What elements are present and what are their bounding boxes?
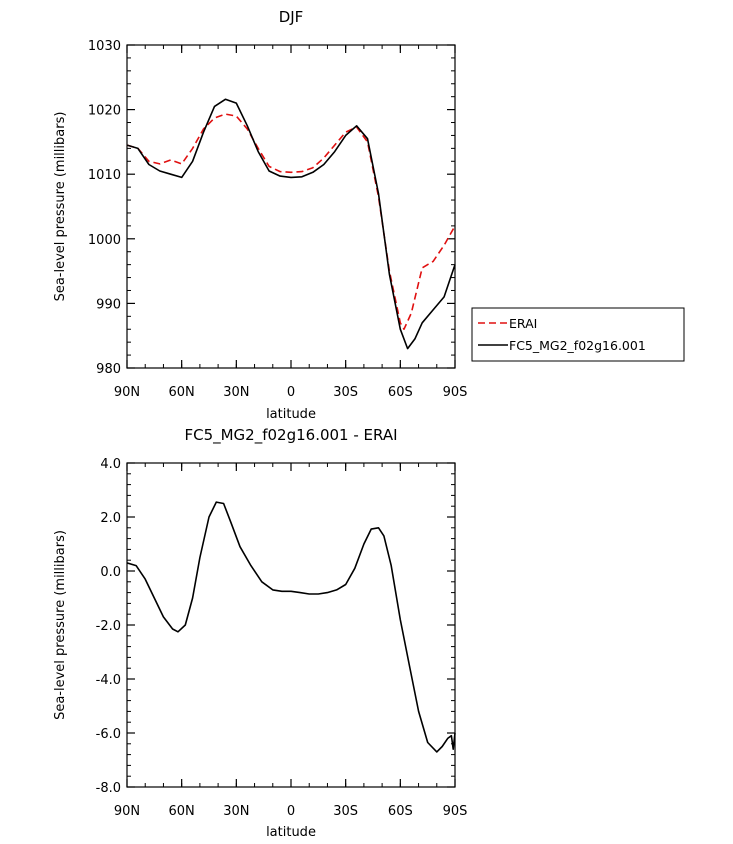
difference-line bbox=[126, 501, 456, 753]
y-tick-label: 1020 bbox=[88, 104, 121, 119]
series-line-erai bbox=[126, 113, 456, 331]
x-tick-label: 90S bbox=[443, 385, 468, 400]
x-tick-label: 60S bbox=[388, 804, 413, 819]
y-tick-label: 4.0 bbox=[100, 457, 121, 472]
y-tick-label: 1000 bbox=[88, 233, 121, 248]
x-axis-label: latitude bbox=[266, 825, 316, 840]
x-tick-label: 60N bbox=[169, 385, 195, 400]
y-tick-label: 0.0 bbox=[100, 565, 121, 580]
chart-title: FC5_MG2_f02g16.001 - ERAI bbox=[184, 426, 397, 445]
y-tick-label: 980 bbox=[96, 362, 121, 377]
x-tick-label: 0 bbox=[287, 385, 295, 400]
legend-label: FC5_MG2_f02g16.001 bbox=[509, 338, 646, 353]
y-axis-label: Sea-level pressure (millibars) bbox=[53, 530, 68, 720]
y-tick-label: -6.0 bbox=[96, 727, 121, 742]
x-axis-label: latitude bbox=[266, 407, 316, 422]
y-tick-label: -8.0 bbox=[96, 781, 121, 796]
y-axis-label: Sea-level pressure (millibars) bbox=[53, 112, 68, 302]
y-tick-label: 2.0 bbox=[100, 511, 121, 526]
x-tick-label: 30N bbox=[223, 385, 249, 400]
y-tick-label: -2.0 bbox=[96, 619, 121, 634]
x-tick-label: 90N bbox=[114, 385, 140, 400]
legend-box bbox=[471, 307, 685, 362]
x-tick-label: 0 bbox=[287, 804, 295, 819]
x-tick-label: 60S bbox=[388, 385, 413, 400]
chart-title: DJF bbox=[279, 8, 304, 26]
series-line-fc5-mg2-f02g16-001 bbox=[126, 98, 456, 350]
y-tick-label: -4.0 bbox=[96, 673, 121, 688]
plot-frame bbox=[126, 462, 456, 788]
x-tick-label: 30S bbox=[333, 385, 358, 400]
legend-label: ERAI bbox=[509, 316, 537, 331]
x-tick-label: 90S bbox=[443, 804, 468, 819]
plot-frame bbox=[126, 44, 456, 369]
x-tick-label: 30N bbox=[223, 804, 249, 819]
x-tick-label: 60N bbox=[169, 804, 195, 819]
x-tick-label: 90N bbox=[114, 804, 140, 819]
x-tick-label: 30S bbox=[333, 804, 358, 819]
y-tick-label: 1010 bbox=[88, 168, 121, 183]
y-tick-label: 1030 bbox=[88, 39, 121, 54]
y-tick-label: 990 bbox=[96, 297, 121, 312]
